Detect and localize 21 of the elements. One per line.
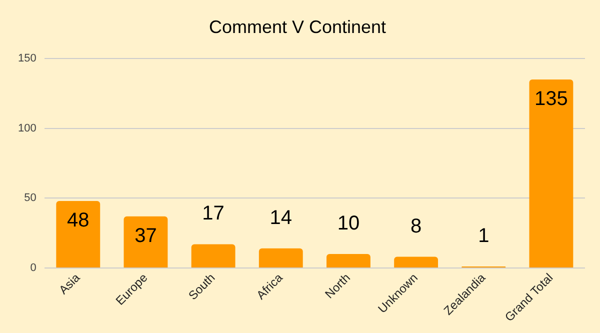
data-label: 14 bbox=[270, 206, 292, 229]
data-label: 17 bbox=[202, 202, 224, 225]
bar bbox=[258, 248, 303, 268]
bar bbox=[529, 80, 574, 268]
bar bbox=[56, 200, 100, 268]
bar bbox=[124, 216, 168, 268]
data-label: 48 bbox=[67, 209, 90, 232]
bar bbox=[394, 256, 438, 268]
x-tick-label: Asia bbox=[56, 270, 83, 298]
data-label: 1 bbox=[478, 225, 490, 248]
data-label: 135 bbox=[534, 88, 568, 110]
bar bbox=[191, 244, 236, 268]
bar bbox=[326, 254, 370, 268]
y-tick-label: 50 bbox=[24, 192, 36, 204]
y-tick-label: 150 bbox=[18, 52, 36, 65]
data-label: 10 bbox=[337, 212, 360, 235]
y-tick-label: 0 bbox=[30, 262, 36, 274]
data-label: 37 bbox=[134, 224, 157, 247]
chart-title: Comment V Continent bbox=[208, 16, 386, 37]
y-tick-label: 100 bbox=[18, 122, 36, 134]
data-label: 8 bbox=[410, 215, 422, 238]
